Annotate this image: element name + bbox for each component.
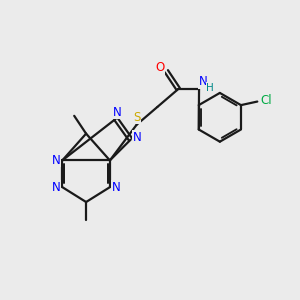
Text: Cl: Cl xyxy=(260,94,272,107)
Text: O: O xyxy=(155,61,164,74)
Text: N: N xyxy=(51,154,60,167)
Text: H: H xyxy=(206,82,214,93)
Text: N: N xyxy=(133,131,142,144)
Text: S: S xyxy=(134,111,141,124)
Text: N: N xyxy=(113,106,122,119)
Text: N: N xyxy=(199,75,208,88)
Text: N: N xyxy=(52,181,61,194)
Text: N: N xyxy=(111,181,120,194)
